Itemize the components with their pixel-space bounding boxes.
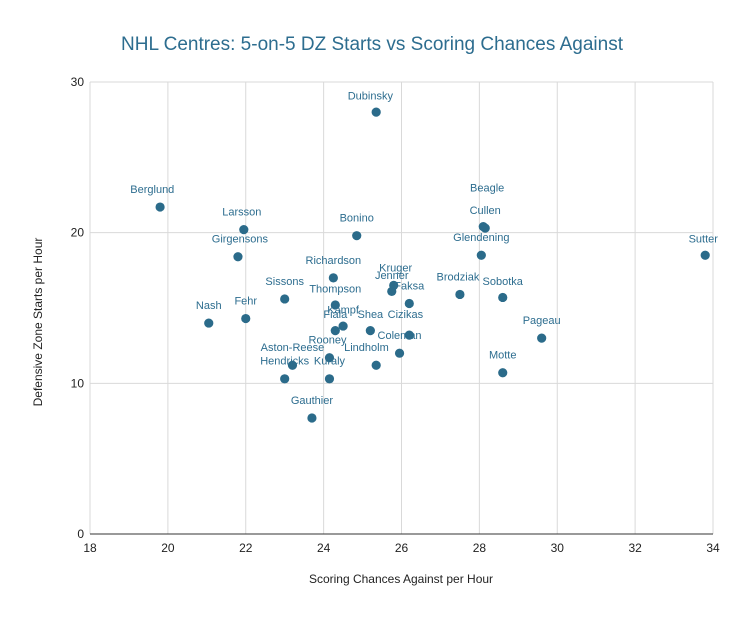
point-label: Aston-Reese: [261, 342, 325, 354]
data-point: [330, 326, 340, 336]
data-point: [404, 330, 414, 340]
point-label: Cullen: [470, 205, 501, 217]
y-axis-label: Defensive Zone Starts per Hour: [31, 238, 45, 407]
point-label: Bonino: [340, 213, 374, 225]
point-label: Brodziak: [437, 271, 480, 283]
point-label: Thompson: [309, 283, 361, 295]
x-tick-label: 22: [239, 541, 253, 555]
data-point: [537, 333, 547, 343]
point-label: Fiala: [323, 309, 348, 321]
x-tick-label: 32: [628, 541, 642, 555]
chart-title: NHL Centres: 5-on-5 DZ Starts vs Scoring…: [121, 34, 624, 55]
point-label: Jenner: [375, 270, 409, 282]
point-label: Hendricks: [260, 356, 309, 368]
point-label: Girgensons: [212, 234, 269, 246]
point-label: Berglund: [130, 184, 174, 196]
point-label: Sutter: [689, 234, 719, 246]
data-point: [365, 326, 375, 336]
data-point: [404, 298, 414, 309]
y-tick-label: 30: [71, 75, 85, 89]
data-point: [498, 368, 508, 378]
point-label: Shea: [357, 309, 384, 321]
data-point: [387, 286, 397, 297]
point-label: Fehr: [234, 295, 257, 307]
point-label: Kampf: [327, 305, 360, 317]
data-point: [307, 413, 317, 423]
point-label: Rooney: [309, 335, 347, 347]
data-point: [324, 374, 335, 384]
data-point: [324, 353, 335, 363]
y-tick-label: 10: [71, 376, 85, 390]
point-label: Sissons: [265, 276, 304, 288]
point-label: Glendening: [453, 232, 509, 244]
data-point: [352, 231, 362, 241]
x-tick-label: 28: [473, 541, 487, 555]
x-tick-label: 26: [395, 541, 409, 555]
data-point: [480, 223, 490, 233]
point-label: Gauthier: [291, 395, 334, 407]
data-point: [700, 250, 710, 260]
data-point: [280, 294, 290, 304]
point-label: Kruger: [379, 262, 412, 274]
data-point: [280, 374, 290, 384]
data-point: [476, 250, 486, 260]
data-point: [287, 360, 298, 370]
x-tick-label: 20: [161, 541, 175, 555]
data-point: [328, 273, 338, 283]
data-point: [371, 107, 381, 117]
data-point: [233, 252, 243, 262]
point-label: Cizikas: [388, 309, 424, 321]
point-label: Sobotka: [483, 276, 524, 288]
data-point: [241, 313, 251, 324]
point-label: Richardson: [306, 255, 362, 267]
y-tick-label: 20: [71, 226, 85, 240]
point-label: Beagle: [470, 182, 504, 194]
point-label: Lindholm: [344, 342, 389, 354]
data-point: [204, 318, 214, 328]
data-point: [498, 292, 508, 303]
data-point: [394, 348, 405, 358]
x-tick-label: 18: [83, 541, 97, 555]
data-point: [330, 300, 340, 310]
x-tick-label: 30: [551, 541, 565, 555]
data-point: [239, 225, 249, 235]
point-label: Nash: [196, 300, 222, 312]
grid: [89, 81, 714, 535]
point-label: Coleman: [378, 330, 422, 342]
y-tick-label: 0: [77, 527, 84, 541]
y-axis-ticks: 0 10 20 30: [71, 75, 85, 541]
data-point: [371, 360, 381, 370]
data-points: [155, 107, 710, 423]
data-point: [338, 321, 348, 331]
point-label: Motte: [489, 350, 517, 362]
point-label: Dubinsky: [348, 91, 394, 103]
x-tick-label: 34: [706, 541, 720, 555]
point-label: Faksa: [394, 280, 425, 292]
point-labels: Dubinsky Berglund Larsson Girgensons Bonino B…: [130, 91, 718, 407]
point-label: Kuraly: [314, 356, 346, 368]
x-axis-ticks: 18 20 22 24 26 28 30 32 34: [83, 541, 720, 555]
point-label: Larsson: [222, 207, 261, 219]
x-tick-label: 24: [317, 541, 331, 555]
point-label: Pageau: [523, 315, 561, 327]
data-point: [455, 289, 465, 300]
data-point: [155, 202, 165, 212]
x-axis-label: Scoring Chances Against per Hour: [309, 572, 493, 586]
